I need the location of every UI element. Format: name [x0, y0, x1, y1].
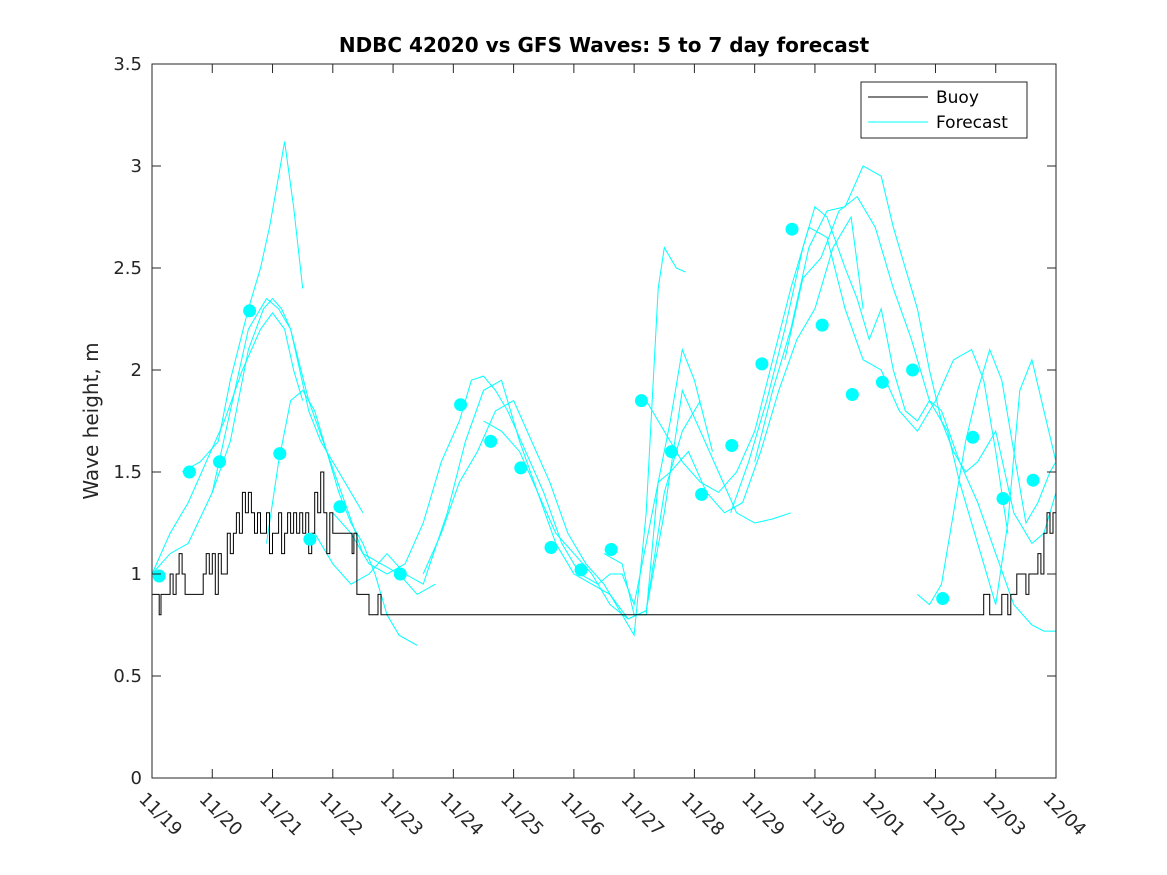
forecast-marker-23: [906, 363, 920, 377]
forecast-marker-8: [454, 398, 468, 412]
y-tick-label-7: 3.5: [113, 54, 142, 75]
forecast-series-line-8: [422, 246, 686, 637]
forecast-marker-16: [695, 487, 709, 501]
forecast-marker-2: [213, 455, 226, 469]
forecast-marker-18: [755, 357, 769, 371]
forecast-marker-7: [393, 567, 407, 581]
forecast-marker-6: [333, 500, 347, 514]
plot-area: [152, 64, 1056, 778]
forecast-marker-20: [815, 318, 829, 332]
forecast-marker-10: [514, 461, 528, 475]
forecast-lines: [151, 141, 1057, 646]
y-tick-label-2: 1: [131, 564, 142, 585]
forecast-marker-25: [966, 430, 980, 444]
forecast-series-line-3: [181, 141, 304, 473]
legend-box: [860, 81, 1028, 139]
forecast-marker-17: [725, 439, 739, 452]
forecast-marker-9: [484, 434, 498, 448]
forecast-marker-24: [936, 592, 950, 605]
y-tick-label-1: 0.5: [113, 666, 142, 687]
forecast-series-line-7: [332, 347, 713, 607]
forecast-marker-13: [604, 543, 618, 556]
forecast-series-line-12: [730, 205, 1056, 632]
forecast-markers: [152, 222, 1040, 605]
legend: Buoy Forecast: [860, 81, 1028, 139]
forecast-marker-5: [303, 532, 317, 546]
forecast-marker-15: [665, 445, 678, 459]
forecast-marker-12: [574, 563, 588, 577]
buoy-series-line: [152, 471, 1057, 616]
forecast-marker-11: [544, 541, 558, 554]
y-tick-label-3: 1.5: [113, 462, 142, 483]
forecast-series-line-14: [784, 195, 1057, 605]
forecast-series-line-2: [151, 312, 304, 575]
y-tick-label-0: 0: [131, 768, 142, 789]
forecast-marker-4: [273, 447, 287, 461]
forecast-series-line-13: [754, 165, 1057, 545]
y-tick-label-4: 2: [131, 360, 142, 381]
plot-frame: [151, 63, 1057, 779]
forecast-marker-3: [243, 304, 257, 318]
forecast-marker-22: [875, 375, 889, 389]
forecast-marker-26: [996, 492, 1010, 505]
legend-buoy-label: Buoy: [936, 88, 979, 108]
forecast-series-line-11: [645, 226, 1009, 534]
forecast-marker-27: [1026, 473, 1040, 487]
y-tick-label-5: 2.5: [113, 258, 142, 279]
forecast-marker-21: [845, 388, 859, 401]
forecast-marker-14: [634, 394, 648, 408]
forecast-marker-1: [182, 465, 196, 479]
y-tick-label-6: 3: [131, 156, 142, 177]
y-axis-label: Wave height, m: [79, 342, 103, 499]
legend-forecast-label: Forecast: [936, 113, 1008, 133]
chart-title: NDBC 42020 vs GFS Waves: 5 to 7 day fore…: [339, 33, 870, 57]
forecast-marker-19: [785, 222, 799, 236]
forecast-marker-0: [152, 569, 166, 583]
forecast-series-line-15: [917, 348, 1057, 606]
